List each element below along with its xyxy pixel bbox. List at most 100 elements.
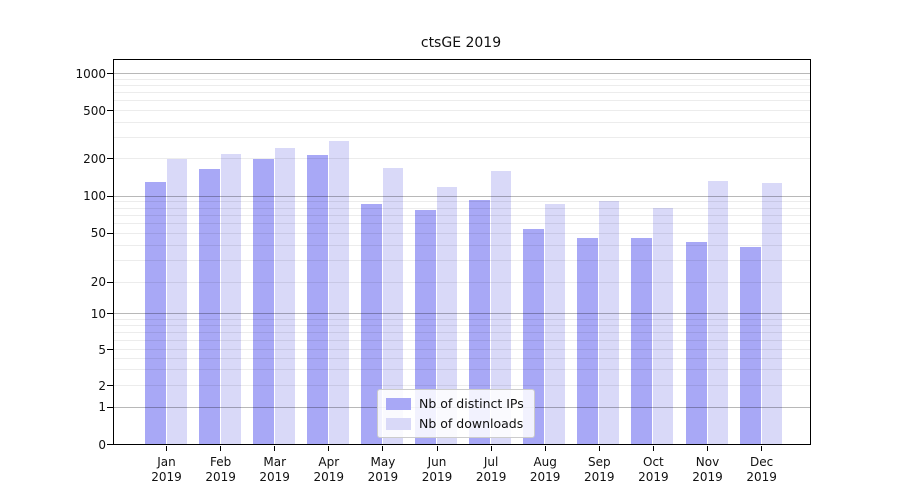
chart-title: ctsGE 2019	[420, 35, 502, 51]
x-tick-year: 2019	[421, 469, 453, 484]
x-tick-month: Jan	[157, 454, 176, 469]
x-tick-month: Nov	[695, 454, 720, 469]
x-tick-year: 2019	[475, 469, 507, 484]
y-tick-label-10: 10	[90, 306, 106, 321]
bar-downloads-jul	[491, 171, 512, 444]
x-tick-jan	[166, 446, 167, 451]
x-tick-month: Oct	[643, 454, 664, 469]
y-tick-label-1000: 1000	[75, 66, 106, 81]
x-tick-jun	[436, 446, 438, 451]
x-tick-month: Feb	[209, 454, 232, 469]
x-tick-year: 2019	[638, 469, 669, 484]
x-tick-year: 2019	[151, 469, 182, 484]
y-tick-label-1: 1	[98, 400, 106, 415]
y-tick-500	[107, 110, 113, 111]
x-tick-label-feb: Feb 2019	[193, 455, 249, 485]
y-tick-label-50: 50	[90, 226, 106, 241]
gridline-minor-200	[114, 158, 810, 160]
gridline-minor-400	[114, 121, 810, 123]
bar-downloads-feb	[220, 154, 241, 444]
bar-distinct-ips-dec	[739, 247, 761, 444]
gridline-minor-500	[114, 110, 810, 111]
y-tick-20	[107, 281, 113, 283]
bar-distinct-ips-jul	[469, 200, 491, 444]
y-tick-1	[107, 406, 113, 408]
gridline-minor-4	[114, 357, 810, 359]
x-tick-month: Aug	[533, 454, 557, 469]
x-tick-label-jun: Jun 2019	[409, 455, 465, 485]
bar-downloads-apr	[328, 141, 349, 444]
gridline-minor-40	[114, 244, 810, 246]
x-tick-label-nov: Nov 2019	[680, 455, 736, 485]
x-tick-month: Apr	[318, 454, 340, 469]
gridline-minor-50	[114, 232, 810, 234]
legend-swatch-distinct-ips-icon	[386, 397, 411, 410]
y-tick-100	[107, 195, 113, 197]
x-tick-year: 2019	[205, 469, 236, 484]
x-tick-aug	[544, 446, 546, 451]
gridline-minor-3	[114, 369, 810, 371]
gridline-minor-2	[114, 385, 810, 387]
legend-swatch-downloads-icon	[386, 417, 411, 430]
y-tick-200	[107, 158, 113, 160]
bar-downloads-jun	[437, 186, 457, 444]
bar-downloads-aug	[545, 203, 566, 444]
x-tick-year: 2019	[313, 469, 345, 484]
gridline-minor-60	[114, 222, 810, 224]
x-tick-label-mar: Mar 2019	[247, 455, 303, 485]
bar-downloads-may	[382, 168, 403, 444]
y-tick-label-20: 20	[90, 275, 106, 290]
x-tick-label-may: May 2019	[355, 455, 411, 485]
x-tick-month: Dec	[749, 454, 774, 469]
y-tick-2	[107, 385, 113, 387]
bar-distinct-ips-jan	[144, 181, 166, 444]
bar-distinct-ips-mar	[252, 159, 274, 444]
x-tick-label-sep: Sep 2019	[571, 455, 627, 485]
x-tick-mar	[274, 446, 276, 451]
bar-distinct-ips-feb	[198, 168, 220, 444]
x-tick-nov	[707, 446, 708, 451]
gridline-minor-90	[114, 201, 810, 203]
bar-distinct-ips-oct	[631, 238, 653, 444]
x-tick-month: May	[370, 454, 396, 469]
x-tick-feb	[220, 446, 222, 451]
x-tick-year: 2019	[259, 469, 290, 484]
x-tick-month: Jun	[427, 454, 447, 469]
y-tick-label-0: 0	[98, 437, 106, 452]
y-tick-1000	[107, 73, 113, 75]
gridline-major-100	[114, 195, 810, 197]
bar-distinct-ips-may	[360, 203, 382, 444]
x-tick-sep	[598, 446, 600, 451]
gridline-major-10	[114, 313, 810, 315]
gridline-minor-30	[114, 260, 810, 262]
gridline-minor-800	[114, 85, 810, 87]
x-tick-month: Sep	[587, 454, 611, 469]
gridline-minor-700	[114, 92, 810, 94]
y-tick-10	[107, 313, 113, 315]
y-tick-label-5: 5	[98, 342, 106, 357]
x-tick-year: 2019	[746, 469, 777, 484]
x-tick-apr	[328, 446, 330, 451]
legend-item-distinct-ips: Nb of distinct IPs	[386, 396, 524, 411]
x-tick-label-oct: Oct 2019	[625, 455, 681, 485]
gridline-minor-70	[114, 214, 810, 216]
gridline-minor-300	[114, 136, 810, 138]
gridline-minor-600	[114, 100, 810, 102]
legend: Nb of distinct IPs Nb of downloads	[377, 389, 535, 438]
legend-label-distinct-ips: Nb of distinct IPs	[419, 396, 524, 411]
gridline-minor-20	[114, 281, 810, 283]
bar-downloads-oct	[653, 207, 674, 444]
x-tick-month: Mar	[263, 454, 286, 469]
x-tick-jul	[490, 446, 492, 451]
legend-item-downloads: Nb of downloads	[386, 416, 524, 431]
gridline-minor-900	[114, 78, 810, 80]
x-tick-dec	[761, 446, 763, 451]
x-tick-oct	[652, 446, 654, 451]
bar-distinct-ips-jun	[415, 209, 436, 444]
y-tick-label-100: 100	[83, 189, 106, 204]
x-tick-year: 2019	[692, 469, 723, 484]
gridline-minor-9	[114, 318, 810, 320]
bar-downloads-mar	[274, 148, 295, 444]
x-tick-year: 2019	[367, 469, 399, 484]
